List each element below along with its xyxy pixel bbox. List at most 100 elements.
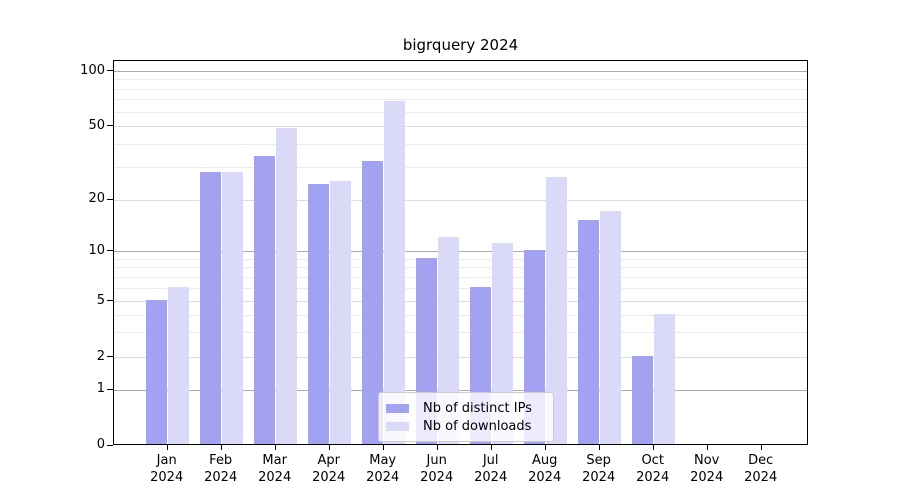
bar-downloads-sep (600, 210, 622, 444)
gridline-50 (114, 126, 807, 127)
y-tick-mark-100 (107, 70, 113, 71)
legend-label-distinct-ips: Nb of distinct IPs (423, 400, 532, 416)
bar-downloads-aug (546, 177, 568, 444)
gridline-minor-60 (114, 111, 807, 113)
x-tick-month: Sep (586, 453, 611, 468)
x-tick-label-apr: Apr 2024 (302, 452, 356, 486)
x-tick-year: 2024 (474, 470, 508, 485)
y-tick-label-2: 2 (96, 348, 105, 364)
y-tick-mark-0 (107, 444, 113, 446)
gridline-minor-6 (114, 287, 807, 289)
x-tick-mark-oct (652, 445, 654, 450)
gridline-minor-3 (114, 332, 807, 334)
bar-distinct-ips-jan (146, 300, 168, 444)
plot-area (113, 60, 808, 445)
x-tick-label-jan: Jan 2024 (140, 452, 194, 486)
bar-distinct-ips-may (362, 160, 384, 444)
x-tick-year: 2024 (744, 470, 778, 485)
x-tick-year: 2024 (150, 470, 184, 485)
x-tick-mark-sep (598, 445, 600, 450)
x-tick-year: 2024 (204, 470, 238, 485)
x-tick-month: Feb (209, 453, 233, 468)
gridline-10 (114, 251, 807, 253)
x-tick-mark-dec (760, 445, 762, 450)
gridline-1 (114, 389, 807, 391)
gridline-minor-9 (114, 258, 807, 260)
distinct-ips-swatch (386, 403, 409, 413)
bar-distinct-ips-mar (254, 155, 276, 444)
x-tick-label-may: May 2024 (356, 452, 410, 486)
y-tick-mark-50 (107, 125, 113, 126)
x-tick-mark-may (382, 445, 384, 450)
gridline-2 (114, 357, 807, 358)
gridline-minor-8 (114, 267, 807, 269)
x-tick-label-oct: Oct 2024 (626, 452, 680, 486)
bar-downloads-apr (330, 180, 352, 444)
x-tick-month: Jan (156, 453, 177, 468)
legend-row-distinct-ips: Nb of distinct IPs (386, 399, 545, 417)
x-tick-year: 2024 (366, 470, 400, 485)
x-tick-mark-aug (544, 445, 546, 450)
y-tick-mark-2 (107, 356, 113, 357)
legend: Nb of distinct IPs Nb of downloads (378, 392, 554, 442)
gridline-minor-90 (114, 79, 807, 81)
bar-downloads-mar (276, 128, 298, 444)
x-tick-month: Mar (262, 453, 287, 468)
gridline-5 (114, 301, 807, 302)
bar-downloads-may (384, 100, 406, 444)
x-tick-month: Apr (317, 453, 340, 468)
y-tick-label-1: 1 (96, 381, 105, 396)
x-tick-label-nov: Nov 2024 (680, 452, 734, 486)
x-tick-mark-jun (436, 445, 438, 450)
gridline-minor-70 (114, 99, 807, 101)
x-tick-mark-mar (274, 445, 276, 450)
gridline-minor-40 (114, 143, 807, 145)
y-tick-label-20: 20 (88, 191, 105, 206)
y-tick-label-5: 5 (96, 292, 105, 308)
y-tick-mark-20 (107, 198, 113, 200)
x-tick-mark-nov (706, 445, 708, 450)
x-tick-month: Nov (694, 453, 720, 468)
x-tick-label-sep: Sep 2024 (572, 452, 626, 486)
x-tick-year: 2024 (636, 470, 670, 485)
x-tick-label-jun: Jun 2024 (410, 452, 464, 486)
x-tick-label-jul: Jul 2024 (464, 452, 518, 486)
gridline-100 (114, 71, 807, 72)
x-tick-mark-jul (490, 445, 492, 450)
y-tick-label-100: 100 (80, 62, 105, 78)
gridline-minor-4 (114, 314, 807, 316)
x-tick-year: 2024 (312, 470, 346, 485)
bar-downloads-jan (168, 286, 190, 444)
legend-label-downloads: Nb of downloads (423, 418, 532, 434)
x-tick-mark-apr (328, 445, 330, 450)
y-tick-label-50: 50 (88, 117, 105, 133)
gridline-minor-80 (114, 88, 807, 90)
y-tick-mark-10 (107, 250, 113, 252)
x-tick-label-dec: Dec 2024 (734, 452, 788, 486)
y-tick-mark-1 (107, 388, 113, 390)
x-tick-mark-jan (166, 445, 168, 450)
legend-row-downloads: Nb of downloads (386, 417, 545, 435)
x-tick-month: Dec (748, 453, 774, 468)
x-tick-month: Jul (482, 453, 499, 468)
x-tick-month: Jun (426, 453, 447, 468)
y-tick-mark-5 (107, 300, 113, 301)
gridline-minor-30 (114, 166, 807, 168)
bar-distinct-ips-sep (578, 220, 600, 444)
bar-distinct-ips-oct (632, 356, 654, 444)
x-tick-year: 2024 (528, 470, 562, 485)
x-tick-month: Aug (531, 453, 558, 468)
x-tick-month: Oct (641, 453, 664, 468)
y-tick-label-10: 10 (88, 242, 105, 258)
downloads-swatch (386, 421, 409, 431)
chart-title: bigrquery 2024 (402, 36, 519, 54)
bar-downloads-feb (222, 171, 244, 444)
x-tick-year: 2024 (582, 470, 616, 485)
x-tick-year: 2024 (690, 470, 724, 485)
bar-distinct-ips-feb (200, 171, 222, 444)
bar-downloads-oct (654, 313, 676, 444)
x-tick-label-feb: Feb 2024 (194, 452, 248, 486)
x-tick-mark-feb (220, 445, 222, 450)
y-tick-label-0: 0 (96, 437, 105, 452)
